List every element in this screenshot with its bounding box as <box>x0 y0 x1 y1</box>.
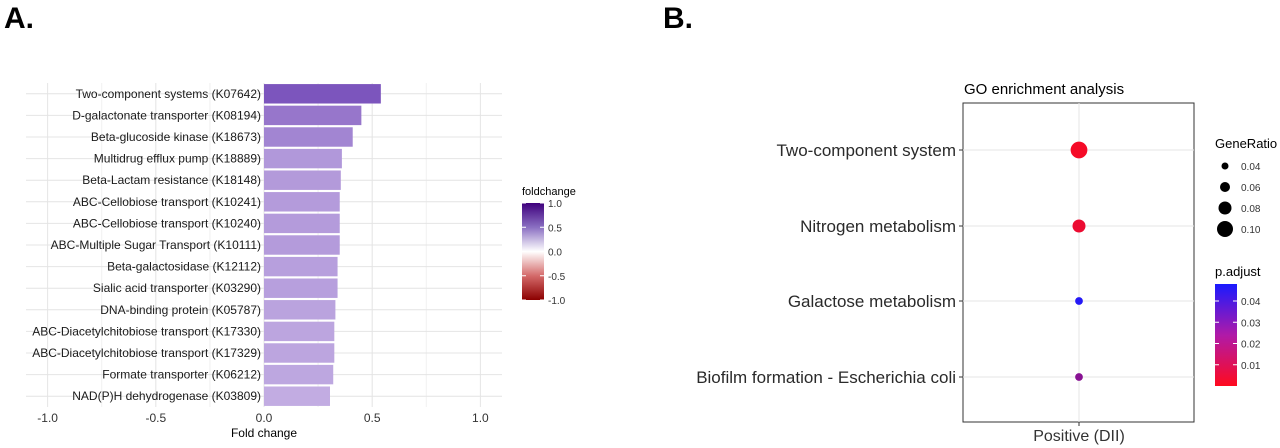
panel-a-category-labels: Two-component systems (K07642) D-galacton… <box>32 87 261 403</box>
panel-b-label: B. <box>663 2 693 35</box>
bar <box>264 192 340 212</box>
legend-tick-label: 1.0 <box>548 199 562 210</box>
panel-a-x-ticks: -1.0 -0.5 0.0 0.5 1.0 <box>37 411 489 425</box>
size-legend-dot <box>1217 221 1233 237</box>
x-tick-label: 0.5 <box>364 411 381 425</box>
bar <box>264 148 342 169</box>
panel-b-category-labels: Two-component system Nitrogen metabolism G… <box>696 141 1080 426</box>
bar <box>264 213 340 234</box>
category-label: Galactose metabolism <box>788 292 956 311</box>
category-label: DNA-binding protein (K05787) <box>100 303 261 317</box>
category-label: Two-component systems (K07642) <box>76 87 261 101</box>
dot <box>1070 141 1088 159</box>
panel-b-points <box>1070 141 1088 381</box>
category-label: Beta-galactosidase (K12112) <box>107 260 261 274</box>
panel-b-x-tick-label: Positive (DII) <box>1033 428 1125 445</box>
legend-tick-label: 0.01 <box>1241 361 1261 372</box>
bar <box>264 170 341 190</box>
legend-tick-label: 0.0 <box>548 248 562 259</box>
size-legend-label: 0.04 <box>1241 162 1261 173</box>
size-legend-dot <box>1221 162 1229 170</box>
x-tick-label: 1.0 <box>472 411 489 425</box>
category-label: Sialic acid transporter (K03290) <box>93 281 261 295</box>
bar <box>264 105 362 126</box>
category-label: ABC-Multiple Sugar Transport (K10111) <box>51 238 261 252</box>
category-label: ABC-Cellobiose transport (K10240) <box>73 216 261 230</box>
category-label: Biofilm formation - Escherichia coli <box>696 368 956 387</box>
padjust-legend-title: p.adjust <box>1215 264 1261 279</box>
foldchange-legend-title: foldchange <box>522 186 576 198</box>
legend-tick-label: 0.04 <box>1241 297 1261 308</box>
bar <box>264 364 334 385</box>
panel-a-bar-chart: Two-component systems (K07642) D-galacton… <box>26 83 576 440</box>
category-label: Multidrug efflux pump (K18889) <box>94 152 261 166</box>
category-label: ABC-Cellobiose transport (K10241) <box>73 195 261 209</box>
foldchange-legend: foldchange 1.0 0.5 0.0 -0.5 -1.0 <box>522 186 576 307</box>
size-legend-dot <box>1218 201 1232 215</box>
bar <box>264 321 335 342</box>
panel-a-x-axis-title: Fold change <box>231 426 297 440</box>
dot <box>1075 297 1083 305</box>
padjust-colorbar <box>1215 284 1237 386</box>
panel-b-dot-plot: GO enrichment analysis Two-component sys… <box>696 81 1277 445</box>
dot <box>1075 373 1083 381</box>
foldchange-colorbar <box>522 203 544 300</box>
legend-tick-label: -0.5 <box>548 272 566 283</box>
generatio-legend: GeneRatio 0.04 0.06 0.08 0.10 <box>1215 136 1277 237</box>
generatio-legend-title: GeneRatio <box>1215 136 1277 151</box>
legend-tick-label: 0.03 <box>1241 318 1261 329</box>
foldchange-legend-ticks: 1.0 0.5 0.0 -0.5 -1.0 <box>522 199 566 307</box>
category-label: Nitrogen metabolism <box>800 217 956 236</box>
category-label: Beta-Lactam resistance (K18148) <box>82 173 261 187</box>
category-label: Formate transporter (K06212) <box>102 368 261 382</box>
category-label: ABC-Diacetylchitobiose transport (K17329… <box>32 346 261 360</box>
category-label: Beta-glucoside kinase (K18673) <box>91 130 261 144</box>
x-tick-label: 0.0 <box>256 411 273 425</box>
bar <box>264 300 336 320</box>
legend-tick-label: 0.02 <box>1241 340 1261 351</box>
padjust-legend: p.adjust 0.04 0.03 0.02 0.01 <box>1215 264 1261 386</box>
bar <box>264 127 353 147</box>
bar <box>264 84 381 104</box>
x-tick-label: -0.5 <box>145 411 166 425</box>
category-label: D-galactonate transporter (K08194) <box>72 108 261 122</box>
generatio-legend-entries: 0.04 0.06 0.08 0.10 <box>1217 162 1261 237</box>
size-legend-label: 0.06 <box>1241 183 1261 194</box>
bar <box>264 343 335 363</box>
legend-tick-label: -1.0 <box>548 296 566 307</box>
category-label: ABC-Diacetylchitobiose transport (K17330… <box>32 324 261 338</box>
bar <box>264 278 338 298</box>
category-label: Two-component system <box>776 141 956 160</box>
bar <box>264 235 340 255</box>
bar <box>264 386 330 406</box>
panel-a-bars <box>264 84 381 406</box>
dot <box>1072 219 1086 233</box>
legend-tick-label: 0.5 <box>548 223 562 234</box>
size-legend-label: 0.08 <box>1241 204 1261 215</box>
bar <box>264 256 338 277</box>
size-legend-label: 0.10 <box>1241 225 1261 236</box>
panel-a-label: A. <box>4 2 34 35</box>
x-tick-label: -1.0 <box>37 411 58 425</box>
padjust-legend-ticks: 0.04 0.03 0.02 0.01 <box>1215 297 1261 372</box>
size-legend-dot <box>1220 182 1230 192</box>
panel-b-title: GO enrichment analysis <box>964 81 1124 98</box>
category-label: NAD(P)H dehydrogenase (K03809) <box>72 389 261 403</box>
